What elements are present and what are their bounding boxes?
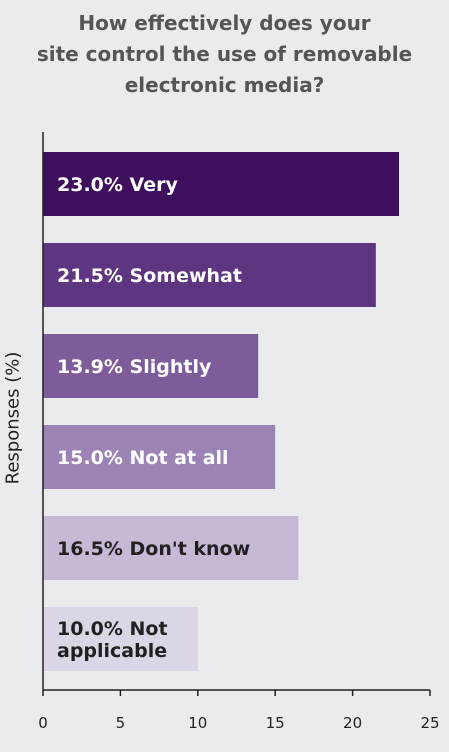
bar-label: 16.5% Don't know — [57, 538, 250, 560]
bar — [43, 152, 400, 216]
bar — [43, 243, 376, 307]
bar-label: applicable — [57, 640, 167, 662]
x-tick-label: 5 — [116, 714, 126, 732]
x-tick-label: 0 — [38, 714, 48, 732]
bar — [43, 516, 299, 580]
chart-title-line: electronic media? — [124, 73, 325, 97]
chart-title-line: site control the use of removable — [36, 42, 413, 66]
x-tick-label: 20 — [343, 714, 362, 732]
bar — [43, 334, 259, 398]
chart-title-line: How effectively does your — [78, 11, 371, 35]
bar-label: 21.5% Somewhat — [57, 265, 242, 287]
chart-title: How effectively does your site control t… — [0, 8, 449, 101]
bar — [43, 607, 198, 671]
bar-label: 10.0% Not — [57, 618, 168, 640]
x-tick-label: 25 — [420, 714, 439, 732]
bar — [43, 425, 276, 489]
x-tick-label: 15 — [266, 714, 285, 732]
x-tick-label: 10 — [188, 714, 207, 732]
bar-label: 15.0% Not at all — [57, 447, 229, 469]
bar-label: 13.9% Slightly — [57, 356, 212, 378]
bar-label: 23.0% Very — [57, 174, 178, 196]
